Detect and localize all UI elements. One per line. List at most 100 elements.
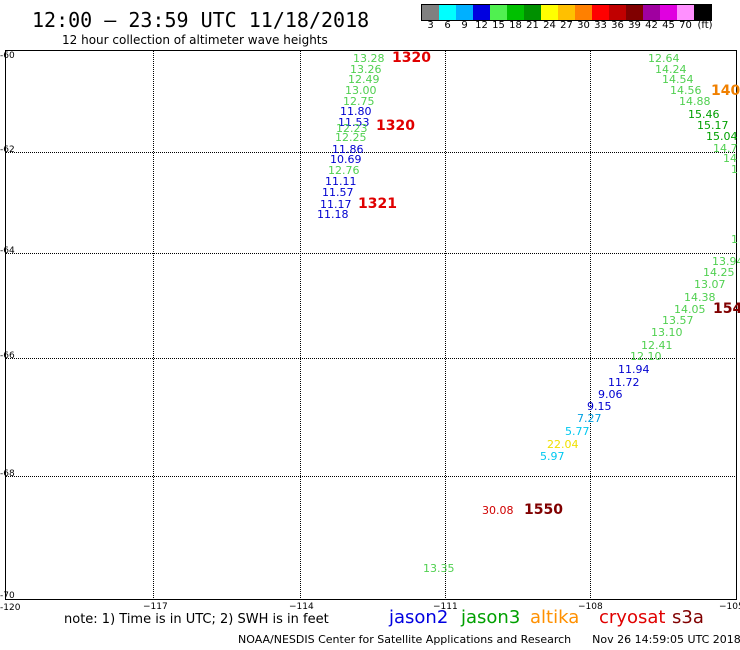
lon-label: −108 [578,602,603,612]
color-scale-bar [421,4,712,21]
color-scale-label: 33 [594,20,607,31]
color-scale-swatch [524,5,541,20]
color-scale-swatch [541,5,558,20]
gridline-lon [300,50,301,600]
color-scale-swatch [626,5,643,20]
lon-label: −105 [719,602,740,612]
wave-height-label: 15.46 [688,108,720,121]
wave-height-label: 22.04 [547,438,579,451]
wave-height-label: 13.28 [353,52,385,65]
color-scale-unit: (ft) [697,20,713,31]
color-scale-label: 15 [492,20,505,31]
footer-credit-text: NOAA/NESDIS Center for Satellite Applica… [238,633,572,646]
color-scale-swatch [609,5,626,20]
pass-time-label: 1405 [711,83,740,99]
satellite-legend-jason2: jason2 [389,607,449,628]
wave-height-label: 13.94 [712,255,740,268]
wave-height-label: 13.10 [651,326,683,339]
wave-height-label: 12.64 [648,52,680,65]
color-scale-label: 3 [427,20,434,31]
satellite-legend-cryosat: cryosat [599,607,666,628]
wave-height-label: 14 [723,152,737,165]
color-scale-label: 27 [560,20,573,31]
wave-height-label: 11.17 [320,198,352,211]
wave-height-label: 13.07 [694,278,726,291]
color-scale-label: 36 [611,20,624,31]
wave-height-label: 11.57 [322,186,354,199]
color-scale-swatch [507,5,524,20]
wave-height-label: 7.27 [577,412,602,425]
lat-label: -62 [0,145,15,155]
wave-height-label: 15.17 [697,119,729,132]
color-scale-label: 45 [662,20,675,31]
color-scale-swatch [456,5,473,20]
wave-height-label: 11.80 [340,105,372,118]
wave-height-label: 11.53 [338,116,370,129]
satellite-legend-s3a: s3a [672,607,704,628]
wave-height-label: 12.10 [630,350,662,363]
legend-note: note: 1) Time is in UTC; 2) SWH is in fe… [64,612,329,627]
pass-time-label: 1549 [713,301,740,317]
wave-height-label: 12.49 [348,73,380,86]
color-scale-swatch [643,5,660,20]
color-scale-label: 70 [679,20,692,31]
gridline-lon [153,50,154,600]
color-scale-swatch [439,5,456,20]
wave-height-label: 9.15 [587,400,612,413]
gridline-lon [445,50,446,600]
wave-height-label: 13.35 [423,562,455,575]
wave-height-label: 12.76 [328,164,360,177]
wave-height-label: 11.86 [332,143,364,156]
color-scale-swatch [592,5,609,20]
wave-height-label: 14.7 [713,142,738,155]
wave-height-label: 14.05 [674,303,706,316]
lon-label: −114 [289,602,314,612]
wave-height-label: 1 [731,163,738,176]
wave-height-label: 14.54 [662,73,694,86]
wave-height-label: 10.69 [330,153,362,166]
color-scale-label: 39 [628,20,641,31]
pass-time-label: 1321 [358,196,397,212]
color-scale-swatch [422,5,439,20]
wave-height-label: 14.88 [679,95,711,108]
color-scale-swatch [694,5,711,20]
pass-time-label: 1550 [524,502,563,518]
lat-label: -60 [0,51,15,61]
color-scale-swatch [473,5,490,20]
page-title: 12:00 – 23:59 UTC 11/18/2018 [32,8,370,32]
wave-height-label: 14.25 [703,266,735,279]
lat-label: -66 [0,351,15,361]
color-scale-label: 21 [526,20,539,31]
color-scale-swatch [490,5,507,20]
color-scale-label: 9 [461,20,468,31]
wave-height-label: 13.57 [662,314,694,327]
gridline-lat [5,253,737,254]
wave-height-label: 12.23 [336,122,368,135]
satellite-legend-altika: altika [530,607,580,628]
color-scale-label: 12 [475,20,488,31]
footer-credit: NOAA/NESDIS Center for Satellite Applica… [238,633,740,646]
lon-label: −111 [433,602,458,612]
color-scale-label: 18 [509,20,522,31]
color-scale-swatch [575,5,592,20]
pass-time-label: 1320 [392,50,431,66]
lat-label: -70 [0,591,15,601]
wave-height-label: 12.75 [343,95,375,108]
gridline-lat [5,152,737,153]
map-frame [5,50,737,600]
gridline-lon [590,50,591,600]
color-scale-label: 30 [577,20,590,31]
wave-height-label: 5.77 [565,425,590,438]
footer-timestamp: Nov 26 14:59:05 UTC 2018 [592,633,740,646]
wave-height-label: 11.11 [325,175,357,188]
wave-height-label: 5.97 [540,450,565,463]
color-scale-label: 24 [543,20,556,31]
color-scale-swatch [558,5,575,20]
wave-height-label: 12.25 [335,131,367,144]
wave-height-label: 14.24 [655,63,687,76]
gridline-lat [5,358,737,359]
wave-height-label: 11.18 [317,208,349,221]
wave-height-label: 30.08 [482,504,514,517]
wave-height-label: 15.04 [706,130,738,143]
gridline-lat [5,476,737,477]
